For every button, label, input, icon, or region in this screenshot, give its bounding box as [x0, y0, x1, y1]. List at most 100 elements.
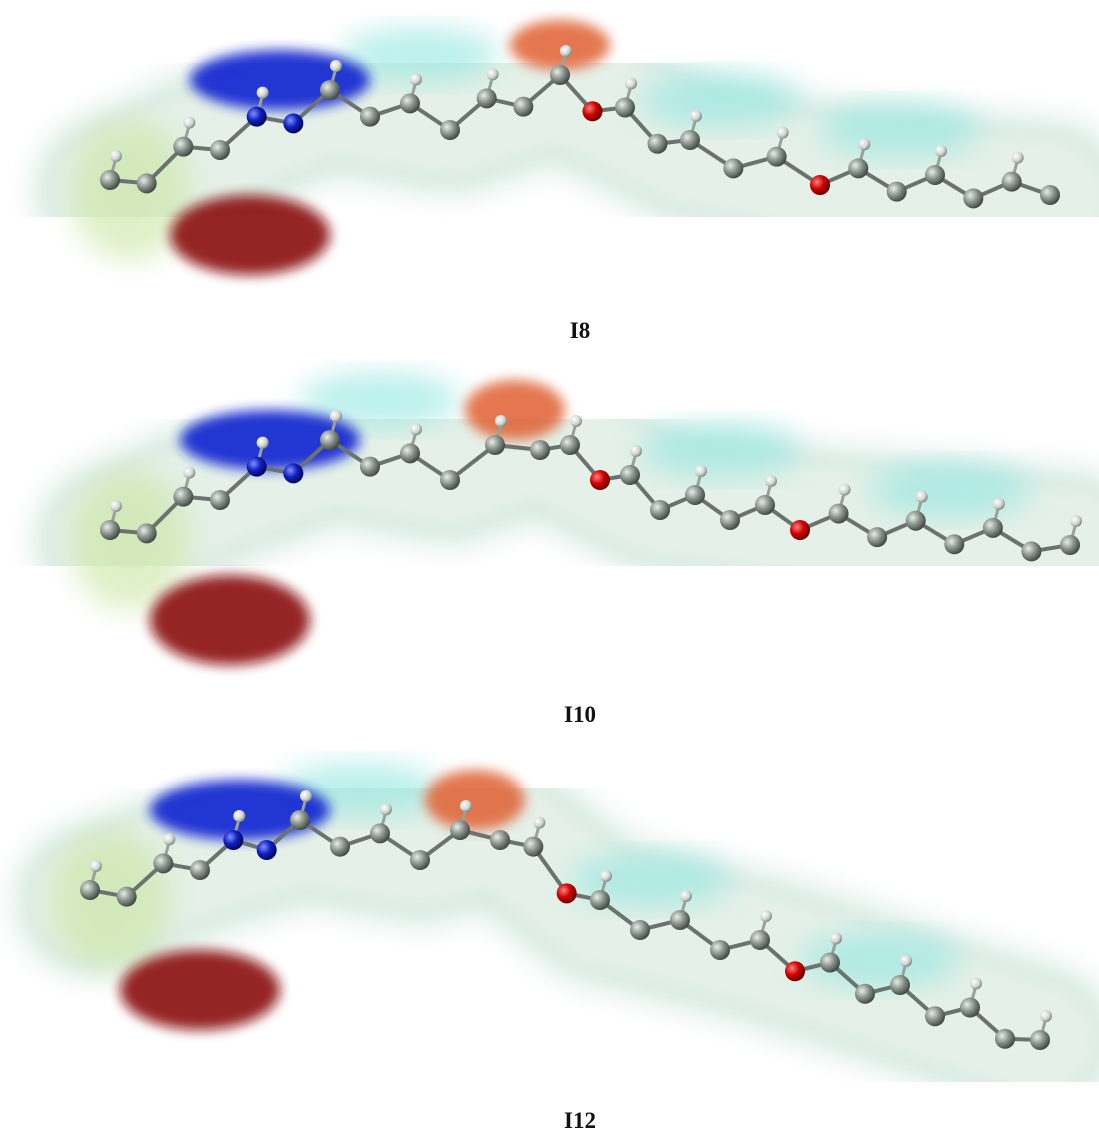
atom [648, 134, 668, 154]
atom [583, 101, 603, 121]
surface-patch [640, 72, 800, 128]
hydrogen [680, 890, 692, 902]
atom [560, 435, 580, 455]
atom [944, 534, 964, 554]
surface-patch [50, 830, 170, 970]
atom [513, 97, 533, 117]
hydrogen [935, 145, 947, 157]
atom [137, 173, 157, 193]
atom [190, 860, 210, 880]
atom [283, 463, 303, 483]
hydrogen [600, 870, 612, 882]
atom [1060, 535, 1080, 555]
surface-patch [465, 380, 565, 440]
atom [855, 984, 875, 1004]
atom [210, 140, 230, 160]
atom [755, 495, 775, 515]
atom [670, 910, 690, 930]
atom [440, 470, 460, 490]
surface-patch [150, 575, 310, 665]
figure-label: I12 [564, 1108, 596, 1133]
atom [963, 188, 983, 208]
hydrogen [765, 475, 777, 487]
atom [630, 920, 650, 940]
atom [829, 504, 849, 524]
atom [867, 527, 887, 547]
surface-patch [170, 195, 330, 275]
atom [750, 930, 770, 950]
figure-label: I10 [564, 702, 596, 727]
atom [137, 523, 157, 543]
atom [330, 837, 350, 857]
atom [710, 940, 730, 960]
molecules [50, 20, 1082, 1050]
atom [906, 511, 926, 531]
hydrogen [233, 810, 245, 822]
hydrogen [625, 78, 637, 90]
hydrogen [630, 445, 642, 457]
hydrogen [257, 87, 269, 99]
hydrogen [1040, 1010, 1052, 1022]
atom [925, 165, 945, 185]
atom [925, 1006, 945, 1026]
atom [210, 490, 230, 510]
atom [615, 98, 635, 118]
atom [960, 998, 980, 1018]
page: I8 I10 I12 (() => { const data = JSON.pa… [0, 0, 1099, 1140]
atom [590, 470, 610, 490]
atom [723, 158, 743, 178]
atom [257, 840, 277, 860]
hydrogen [110, 500, 122, 512]
molecule [70, 372, 1082, 665]
atom [320, 430, 340, 450]
hydrogen [163, 833, 175, 845]
atom [173, 137, 193, 157]
hydrogen [330, 60, 342, 72]
atom [100, 170, 120, 190]
atom [1040, 185, 1060, 205]
atom [223, 830, 243, 850]
surface-patch [640, 422, 800, 478]
surface-patch [120, 950, 280, 1030]
surface-patch [870, 462, 1030, 518]
atom [720, 510, 740, 530]
atom [1002, 172, 1022, 192]
figure-label: I8 [570, 318, 590, 343]
atom [767, 147, 787, 167]
atom [117, 887, 137, 907]
hydrogen [900, 955, 912, 967]
atom [440, 120, 460, 140]
hydrogen [695, 465, 707, 477]
atom [820, 953, 840, 973]
hydrogen [300, 790, 312, 802]
surface-patch [820, 102, 980, 158]
hydrogen [487, 68, 499, 80]
hydrogen [570, 415, 582, 427]
atom [790, 520, 810, 540]
hydrogen [410, 423, 422, 435]
atom [247, 457, 267, 477]
atom [810, 175, 830, 195]
atom [477, 88, 497, 108]
hydrogen [183, 117, 195, 129]
surface-patch [70, 470, 190, 610]
hydrogen [183, 467, 195, 479]
hydrogen [858, 138, 870, 150]
atom [680, 130, 700, 150]
figure: I8 I10 I12 [0, 0, 1099, 1140]
hydrogen [110, 150, 122, 162]
surface-patch [510, 20, 610, 70]
hydrogen [1070, 515, 1082, 527]
atom [400, 93, 420, 113]
atom [320, 80, 340, 100]
hydrogen [380, 803, 392, 815]
hydrogen [777, 127, 789, 139]
atom [80, 880, 100, 900]
atom [785, 961, 805, 981]
hydrogen [760, 910, 772, 922]
atom [887, 182, 907, 202]
hydrogen [460, 800, 472, 812]
atom [283, 113, 303, 133]
atom [523, 837, 543, 857]
atom [360, 107, 380, 127]
